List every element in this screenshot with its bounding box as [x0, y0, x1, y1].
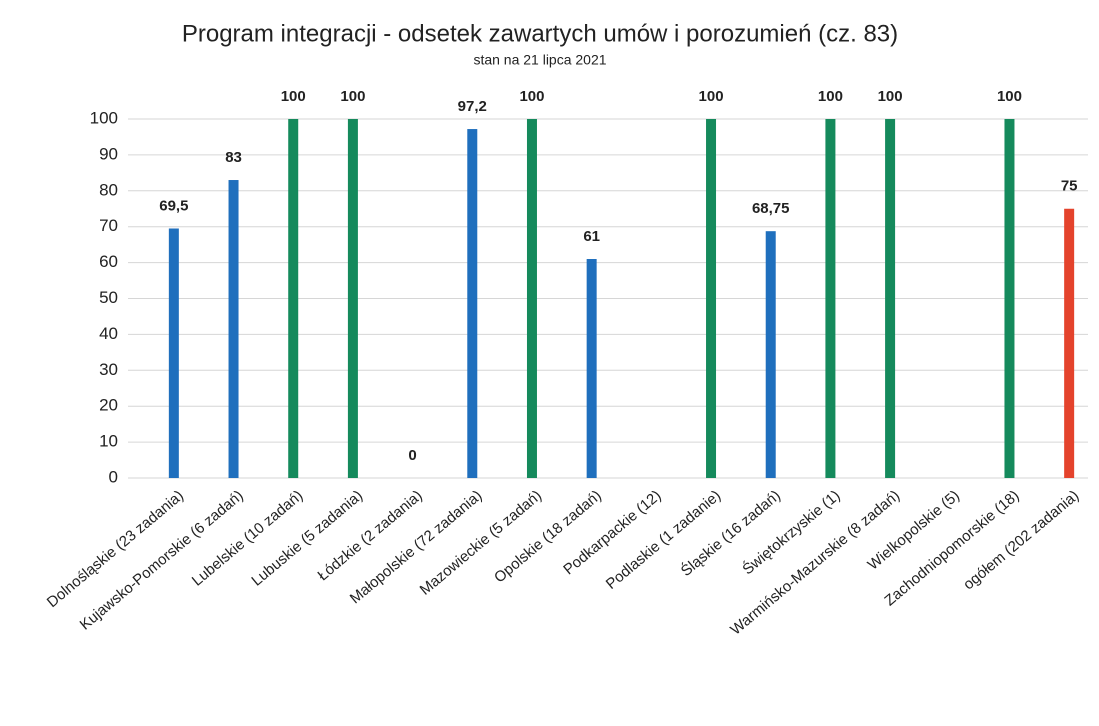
bar [1064, 208, 1075, 478]
bar [347, 119, 358, 478]
chart-subtitle: stan na 21 lipca 2021 [473, 52, 606, 68]
y-tick-label: 20 [99, 396, 118, 415]
data-label: 69,5 [159, 197, 188, 214]
data-label: 97,2 [458, 98, 487, 115]
data-label: 100 [818, 88, 843, 105]
chart-title: Program integracji - odsetek zawartych u… [182, 20, 898, 47]
data-label: 68,75 [752, 200, 790, 217]
x-tick-label: Opolskie (18 zadań) [491, 487, 605, 586]
data-label: 100 [699, 88, 724, 105]
bar [168, 228, 179, 478]
y-tick-label: 70 [99, 216, 118, 235]
x-tick-label: Lubuskie (5 zadania) [248, 487, 366, 590]
bar [885, 119, 896, 478]
bar [1004, 119, 1015, 478]
bar [526, 119, 537, 478]
y-tick-label: 80 [99, 180, 118, 199]
y-tick-label: 90 [99, 144, 118, 163]
x-tick-label: Lubelskie (10 zadań) [189, 487, 307, 590]
bar [586, 259, 597, 478]
y-tick-label: 100 [90, 108, 118, 127]
data-label: 83 [225, 149, 242, 166]
x-tick-label: Śląskie (16 zadań) [677, 486, 784, 580]
bar [228, 180, 239, 478]
data-label: 75 [1061, 178, 1078, 195]
bar [467, 129, 478, 478]
data-label: 100 [878, 88, 903, 105]
y-tick-label: 50 [99, 288, 118, 307]
x-tick-label: ogółem (202 zadania) [960, 487, 1082, 593]
x-tick-label: Świętokrzyskie (1) [739, 486, 844, 578]
bar [765, 231, 776, 478]
y-tick-label: 30 [99, 360, 118, 379]
x-tick-label: Podlaskie (1 zadanie) [603, 487, 724, 593]
y-tick-label: 0 [109, 467, 118, 486]
y-tick-label: 40 [99, 324, 118, 343]
x-tick-label: Łódzkie (2 zadania) [314, 487, 425, 584]
data-label: 100 [997, 88, 1022, 105]
bar [706, 119, 717, 478]
x-tick-label: Podkarpackie (12) [560, 487, 664, 578]
bar [288, 119, 299, 478]
y-tick-label: 60 [99, 252, 118, 271]
bar [825, 119, 836, 478]
data-label: 0 [408, 447, 416, 464]
data-label: 100 [340, 88, 365, 105]
data-label: 100 [281, 88, 306, 105]
data-label: 100 [519, 88, 544, 105]
data-label: 61 [583, 228, 600, 245]
y-tick-label: 10 [99, 432, 118, 451]
